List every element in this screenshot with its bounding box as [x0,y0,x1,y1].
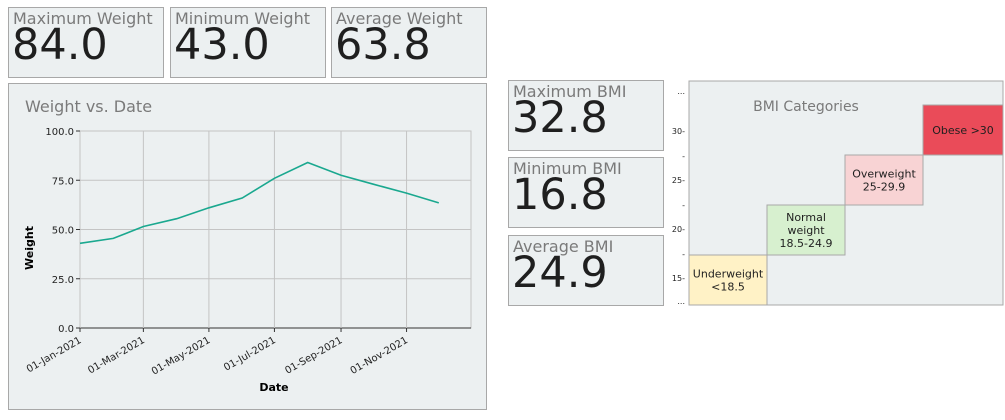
stat-value: 16.8 [512,170,608,220]
weight-series-line [79,161,440,245]
y-tick-label: 50.0 [52,226,74,237]
bmi-category-label: 25-29.9 [863,181,905,194]
x-tick-label: 01-Nov-2021 [349,335,410,377]
bmi-category-label: Normal [786,211,826,224]
stat-value: 43.0 [174,20,270,70]
bmi-category-cell [766,204,846,256]
stat-card-min-bmi: Minimum BMI 16.8 [508,157,664,228]
y-tick-label: 0.0 [58,324,74,335]
x-axis-label: Date [259,381,288,394]
stat-label: Maximum Weight [13,9,153,28]
x-tick-label: 01-May-2021 [150,335,213,377]
stat-card-avg-bmi: Average BMI 24.9 [508,235,664,306]
y-axis-label: Weight [23,226,36,270]
y-tick-label: 100.0 [45,127,74,138]
stat-card-min-weight: Minimum Weight 43.0 [170,7,326,78]
bmi-y-tick-label: ... [677,87,685,96]
stat-value: 24.9 [512,248,608,298]
x-tick-label: 01-Jan-2021 [25,335,84,375]
bmi-category-label: <18.5 [711,281,745,294]
x-tick-label: 01-Mar-2021 [86,335,147,376]
stat-value: 32.8 [512,93,608,143]
bmi-category-cell [922,104,1004,156]
bmi-category-label: Underweight [693,268,764,281]
x-tick-label: 01-Sep-2021 [283,335,344,377]
bmi-y-tick-label: - [682,152,685,161]
bmi-y-tick-label: - [682,201,685,210]
bmi-y-tick-label: ... [677,297,685,306]
x-tick-label: 01-Jul-2021 [222,335,278,374]
stat-label: Minimum BMI [513,159,622,178]
stat-card-max-weight: Maximum Weight 84.0 [8,7,164,78]
y-tick-label: 75.0 [52,176,74,187]
bmi-y-tick-label: 25- [672,176,685,185]
bmi-category-label: weight [787,224,825,237]
bmi-y-tick-label: - [682,250,685,259]
bmi-y-tick-label: 30- [672,127,685,136]
bmi-chart-title: BMI Categories [753,99,859,115]
bmi-categories-chart: BMI Categories ... 15- - 20- - 25- - 30-... Und… [672,80,1004,306]
bmi-category-label: Overweight [852,168,916,181]
stat-value: 63.8 [335,20,431,70]
bmi-category-cell [844,154,924,206]
bmi-y-tick-label: 20- [672,225,685,234]
bmi-category-label: Obese >30 [932,124,994,137]
stat-label: Average Weight [336,9,463,28]
stat-label: Average BMI [513,237,614,256]
stat-card-avg-weight: Average Weight 63.8 [331,7,487,78]
stat-label: Maximum BMI [513,82,627,101]
y-tick-label: 25.0 [52,275,74,286]
bmi-y-tick-label: 15- [672,274,685,283]
stat-value: 84.0 [12,20,108,70]
stat-card-max-bmi: Maximum BMI 32.8 [508,80,664,151]
stat-label: Minimum Weight [175,9,310,28]
weight-chart: Weight vs. Date 0.0 25.0 50.0 75.0 100.0 01-… [23,97,472,394]
bmi-category-cell [688,254,768,306]
bmi-category-label: 18.5-24.9 [780,237,833,250]
weight-chart-card: Weight vs. Date 0.0 25.0 50.0 75.0 100.0 01-… [8,83,487,410]
chart-title: Weight vs. Date [25,97,152,116]
